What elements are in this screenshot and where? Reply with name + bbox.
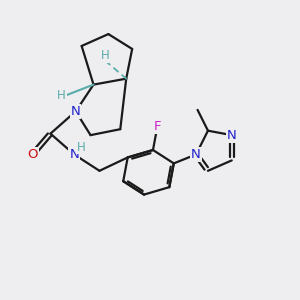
Text: F: F [154,120,161,133]
Text: H: H [77,140,86,154]
Text: N: N [227,129,237,142]
Text: H: H [101,49,110,62]
Text: N: N [71,105,81,118]
Text: H: H [57,88,66,101]
Text: N: N [191,148,201,161]
Text: O: O [27,148,38,161]
Text: N: N [69,148,79,161]
